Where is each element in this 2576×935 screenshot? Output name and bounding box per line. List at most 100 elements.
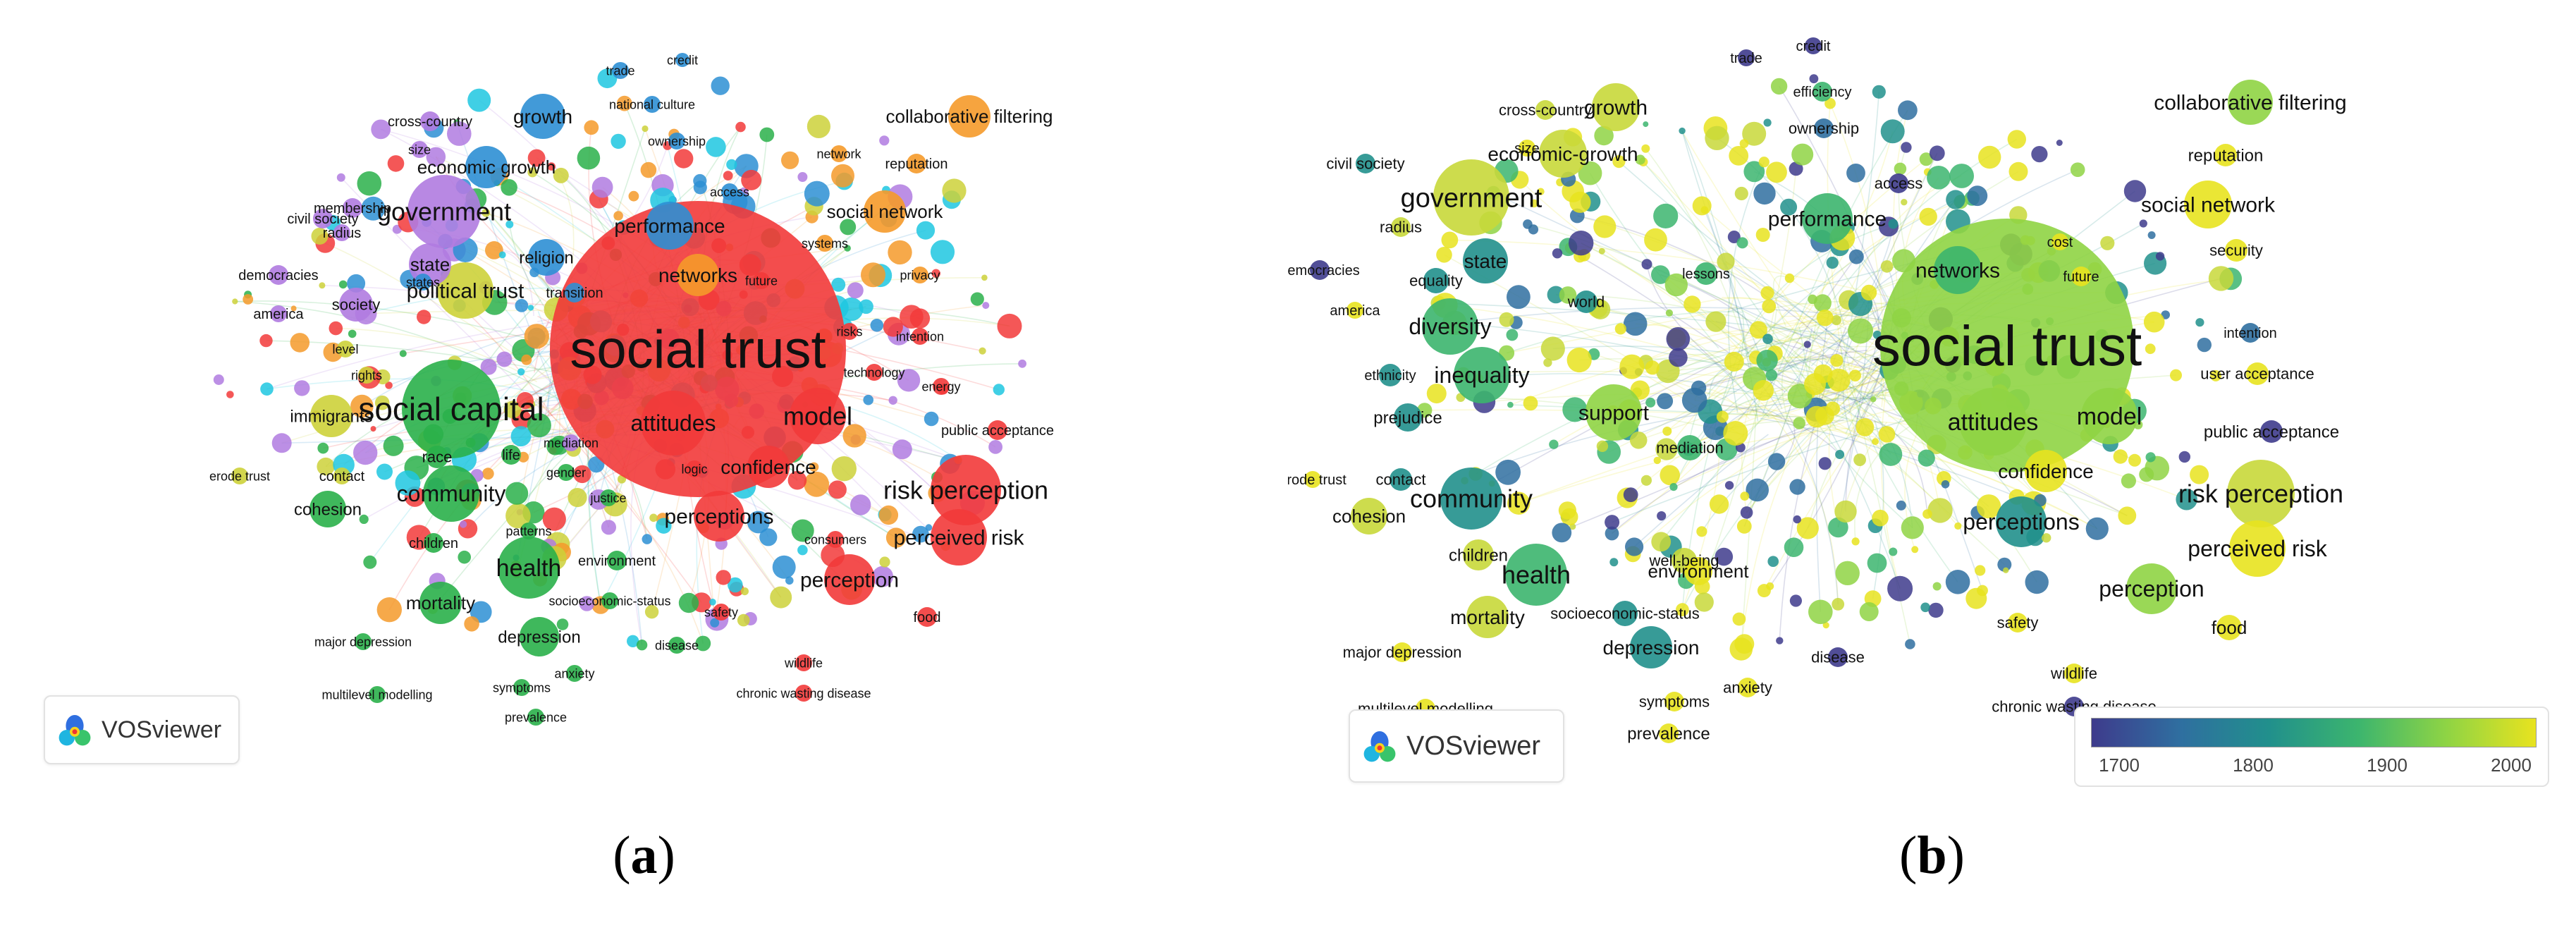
keyword-label: states xyxy=(406,275,440,289)
keyword-node xyxy=(1433,159,1509,236)
network-node xyxy=(840,219,857,236)
keyword-label: depression xyxy=(1603,637,1700,659)
keyword-node xyxy=(790,388,846,444)
keyword-node xyxy=(795,654,812,671)
network-edge xyxy=(1719,404,1841,456)
keyword-node xyxy=(1422,298,1478,355)
network-node xyxy=(892,439,912,460)
network-edge xyxy=(1618,161,1912,392)
network-edge xyxy=(1845,337,1891,512)
network-node xyxy=(505,220,514,228)
keyword-label: cohesion xyxy=(1332,506,1406,527)
network-node xyxy=(693,173,707,188)
network-node xyxy=(353,440,378,465)
network-node xyxy=(1757,584,1771,598)
network-node xyxy=(878,505,899,525)
keyword-label: social trust xyxy=(570,320,826,380)
network-node xyxy=(879,556,890,568)
network-node xyxy=(1723,421,1748,446)
keyword-label: anxiety xyxy=(554,666,594,680)
network-node xyxy=(695,635,711,652)
network-node xyxy=(988,440,1002,454)
keyword-label: perceptions xyxy=(664,506,773,529)
network-edge xyxy=(1589,173,1719,349)
keyword-label: race xyxy=(422,448,453,466)
keyword-node xyxy=(465,146,508,188)
vosviewer-badge-text: VOSviewer xyxy=(1406,731,1541,761)
network-node xyxy=(259,334,273,348)
keyword-label: perception xyxy=(2099,576,2204,601)
network-node xyxy=(1018,359,1026,368)
keyword-node xyxy=(520,522,537,539)
keyword-node xyxy=(644,96,661,113)
network-edge xyxy=(1645,148,1749,355)
network-node xyxy=(916,221,936,240)
network-node xyxy=(1756,350,1778,372)
keyword-label: risk perception xyxy=(2178,479,2343,508)
network-node xyxy=(711,76,730,95)
network-node xyxy=(1665,309,1673,317)
keyword-node xyxy=(2216,615,2242,640)
keyword-node xyxy=(407,175,481,248)
network-node xyxy=(1436,247,1452,263)
network-node xyxy=(568,488,587,508)
network-node xyxy=(1922,509,1932,519)
network-node xyxy=(1753,182,1776,205)
network-edge xyxy=(1454,307,1928,328)
network-node xyxy=(909,308,931,329)
keyword-node xyxy=(437,262,493,319)
keyword-node xyxy=(2229,520,2286,577)
network-node xyxy=(1543,358,1552,367)
network-node xyxy=(426,147,446,167)
keyword-node xyxy=(1505,544,1567,606)
keyword-label: symptoms xyxy=(493,680,551,695)
keyword-node xyxy=(841,323,858,340)
network-node xyxy=(1822,622,1829,629)
keyword-node xyxy=(1463,238,1508,283)
keyword-label: patterns xyxy=(505,524,551,538)
network-node xyxy=(1919,207,1937,226)
keyword-label: safety xyxy=(1997,614,2039,632)
keyword-node xyxy=(931,455,1001,525)
keyword-node xyxy=(1423,268,1449,293)
keyword-node xyxy=(520,617,559,656)
network-node xyxy=(376,597,402,623)
network-node xyxy=(515,299,529,312)
network-node xyxy=(2197,337,2212,353)
keyword-node xyxy=(1805,37,1822,54)
network-node xyxy=(2025,570,2049,594)
keyword-node xyxy=(1738,49,1755,66)
keyword-node xyxy=(677,254,719,296)
network-node xyxy=(1716,410,1729,423)
network-node xyxy=(1669,483,1678,491)
network-node xyxy=(1645,360,1660,375)
network-node xyxy=(1724,481,1734,490)
network-node xyxy=(1729,146,1749,166)
network-edge xyxy=(535,398,702,603)
caption-a: (a) xyxy=(613,826,675,885)
keyword-node xyxy=(333,468,350,484)
network-node xyxy=(1872,509,1889,527)
network-node xyxy=(505,482,529,505)
network-node xyxy=(1507,285,1531,310)
network-node xyxy=(317,457,335,476)
network-node xyxy=(1724,351,1744,372)
network-node xyxy=(870,319,884,332)
network-node xyxy=(1894,162,1907,176)
keyword-node xyxy=(2126,563,2177,614)
network-node xyxy=(417,310,431,324)
network-node xyxy=(1641,259,1652,270)
keyword-node xyxy=(600,489,617,506)
keyword-node xyxy=(343,198,362,218)
network-node xyxy=(2139,219,2147,228)
keyword-label: support xyxy=(1578,402,1650,425)
network-node xyxy=(627,635,639,647)
network-node xyxy=(1760,286,1774,300)
keyword-label: perceived risk xyxy=(2188,536,2327,561)
network-node xyxy=(912,525,929,543)
keyword-label: mediation xyxy=(1656,439,1723,457)
network-node xyxy=(1705,126,1729,150)
network-node xyxy=(997,313,1022,338)
network-edge xyxy=(1597,307,1757,417)
network-edge xyxy=(1807,372,1904,529)
